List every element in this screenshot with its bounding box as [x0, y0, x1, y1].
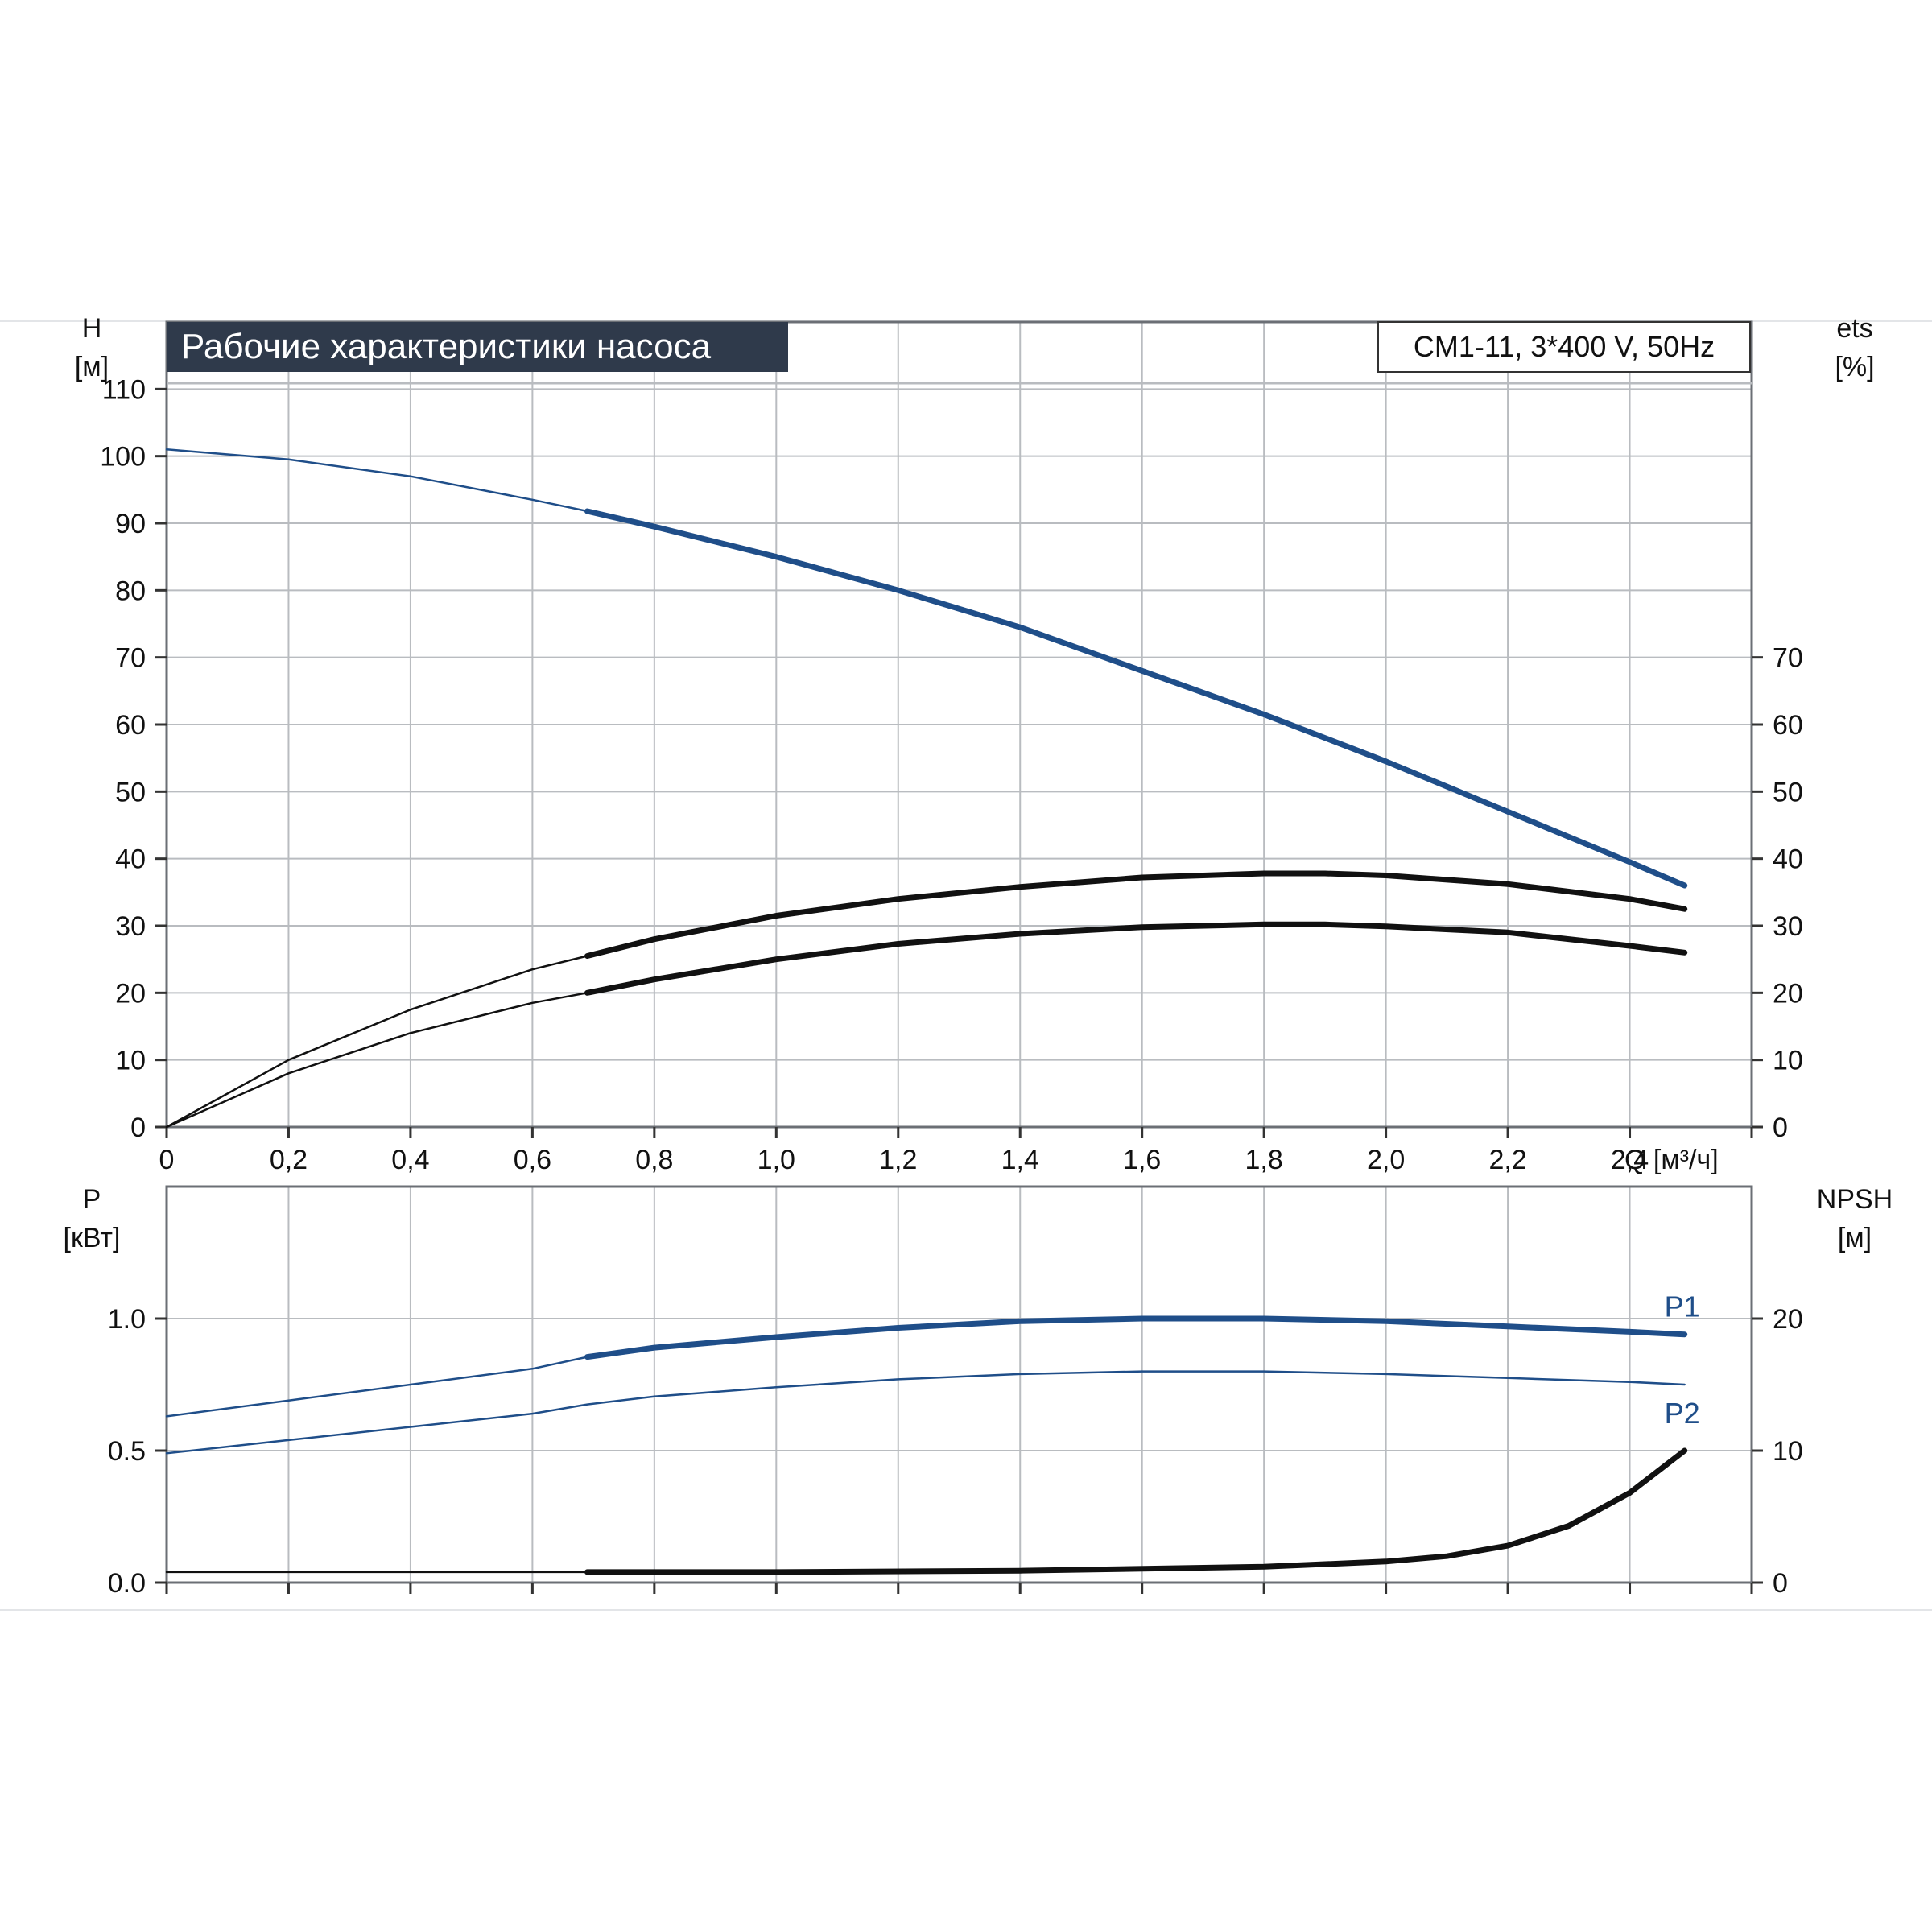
- chart-title: Рабочие характеристики насоса: [181, 327, 712, 366]
- top-left-tick-label: 100: [100, 442, 146, 473]
- bottom-left-tick-label: 0.5: [108, 1436, 146, 1467]
- model-label: CM1-11, 3*400 V, 50Hz: [1414, 330, 1715, 363]
- curve-head: [584, 508, 1688, 889]
- curve-efficiency-lower-thin: [165, 992, 588, 1129]
- top-left-tick-label: 90: [115, 509, 146, 539]
- curve-efficiency-upper-thin: [165, 955, 588, 1129]
- x-axis-title: Q [м³/ч]: [1624, 1145, 1719, 1175]
- x-tick-label: 0: [159, 1145, 175, 1175]
- bottom-left-tick-label: 0.0: [108, 1568, 146, 1599]
- bottom-right-tick-label: 20: [1773, 1304, 1803, 1335]
- curve-p2-thin: [165, 1370, 1686, 1455]
- x-tick-label: 1,2: [879, 1145, 917, 1175]
- top-right-axis-unit: [%]: [1835, 352, 1874, 382]
- top-left-tick-label: 110: [102, 374, 146, 405]
- x-tick-label: 0,2: [270, 1145, 308, 1175]
- top-right-tick-label: 50: [1773, 777, 1803, 807]
- x-tick-label: 1,8: [1245, 1145, 1283, 1175]
- top-left-tick-label: 60: [115, 710, 146, 741]
- bottom-frame: [165, 1185, 1753, 1584]
- top-right-tick-label: 20: [1773, 978, 1803, 1009]
- x-tick-label: 0,8: [635, 1145, 673, 1175]
- bottom-right-tick-label: 0: [1773, 1568, 1788, 1599]
- top-left-tick-label: 70: [115, 643, 146, 674]
- curve-p1-thin: [165, 1356, 588, 1418]
- top-right-tick-label: 10: [1773, 1046, 1803, 1076]
- x-tick-label: 0,4: [391, 1145, 429, 1175]
- top-right-tick-label: 0: [1773, 1113, 1788, 1143]
- x-tick-label: 1,4: [1001, 1145, 1039, 1175]
- top-left-tick-label: 50: [115, 777, 146, 807]
- top-left-tick-label: 30: [115, 911, 146, 942]
- title-banner: [167, 322, 788, 372]
- bottom-right-tick-label: 10: [1773, 1436, 1803, 1467]
- x-tick-label: 2,2: [1488, 1145, 1526, 1175]
- curve-p1: [584, 1315, 1688, 1360]
- curve-head-thin: [165, 448, 588, 513]
- x-tick-label: 1,6: [1123, 1145, 1161, 1175]
- top-right-axis-title: ets: [1836, 313, 1872, 344]
- x-tick-label: 2,4: [1611, 1145, 1649, 1175]
- series-label-p2: P2: [1665, 1397, 1700, 1430]
- curve-efficiency-lower: [584, 921, 1688, 996]
- top-right-tick-label: 60: [1773, 710, 1803, 741]
- x-tick-label: 2,0: [1367, 1145, 1405, 1175]
- top-left-tick-label: 80: [115, 576, 146, 606]
- curve-efficiency-upper: [584, 870, 1688, 959]
- top-right-tick-label: 30: [1773, 911, 1803, 942]
- top-left-tick-label: 0: [130, 1113, 146, 1143]
- top-left-tick-label: 10: [115, 1046, 146, 1076]
- bottom-right-axis-title: NPSH: [1817, 1184, 1893, 1215]
- bottom-left-axis-unit: [кВт]: [64, 1223, 121, 1253]
- model-label-box: [1377, 321, 1751, 373]
- curve-npsh: [584, 1447, 1688, 1575]
- x-tick-label: 0,6: [514, 1145, 551, 1175]
- top-left-axis-title: H: [82, 313, 102, 344]
- top-left-axis-unit: [м]: [75, 352, 109, 382]
- bottom-left-axis-title: P: [83, 1184, 101, 1215]
- bottom-right-axis-unit: [м]: [1838, 1223, 1872, 1253]
- bottom-left-tick-label: 1.0: [108, 1304, 146, 1335]
- top-right-tick-label: 70: [1773, 643, 1803, 674]
- top-left-tick-label: 40: [115, 844, 146, 875]
- x-tick-label: 1,0: [758, 1145, 795, 1175]
- top-right-tick-label: 40: [1773, 844, 1803, 875]
- top-left-tick-label: 20: [115, 978, 146, 1009]
- series-label-p1: P1: [1665, 1290, 1700, 1323]
